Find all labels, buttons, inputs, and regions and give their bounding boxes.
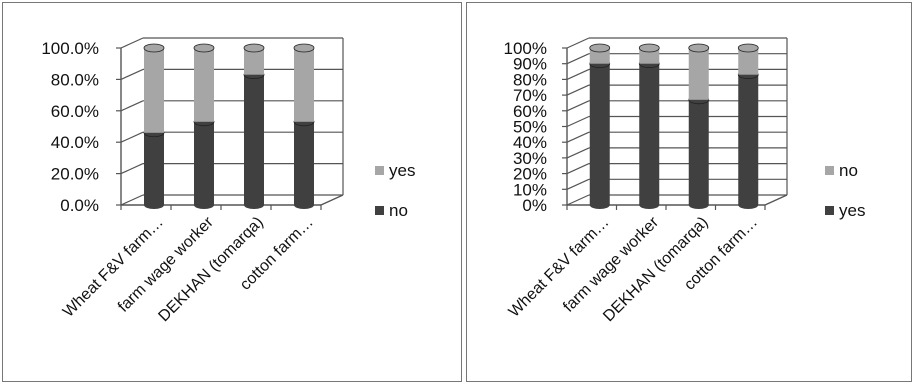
bar-body xyxy=(589,63,610,206)
bar-no xyxy=(688,43,710,100)
gridline-diagonal xyxy=(566,53,590,65)
bar-no xyxy=(589,43,611,64)
y-tick-label: 0.0% xyxy=(60,196,99,215)
legend-label-no: no xyxy=(389,201,408,220)
bar-body xyxy=(244,48,264,75)
gridline-diagonal xyxy=(120,194,144,206)
bar-top xyxy=(688,43,710,53)
gridline-diagonal xyxy=(120,37,144,49)
bar-bottom xyxy=(144,201,164,209)
gridline-diagonal xyxy=(566,178,590,190)
bar-no xyxy=(638,43,660,64)
y-tick-label: 20.0% xyxy=(51,165,99,184)
y-tick-label: 80.0% xyxy=(51,70,99,89)
legend-label-yes: yes xyxy=(839,201,865,220)
floor-edge xyxy=(764,194,788,206)
bar-body xyxy=(194,121,214,205)
gridline-diagonal xyxy=(566,84,590,96)
bar-body xyxy=(688,48,709,100)
y-tick-label: 100% xyxy=(504,39,547,58)
bar-yes xyxy=(143,43,165,133)
gridline-diagonal xyxy=(566,115,590,128)
bar-top xyxy=(638,43,660,53)
bar-top xyxy=(737,43,759,53)
chart-right-panel: 0% 10% 20% 30% 40% 50% 60% 70% 80% 90% 100% Wheat F… xyxy=(466,2,912,382)
bar-bottom xyxy=(294,201,314,209)
y-tick-label: 100.0% xyxy=(41,39,99,58)
bar-no xyxy=(243,70,265,209)
bar-bottom xyxy=(194,201,214,209)
bar-bottom xyxy=(639,201,660,209)
bar-no xyxy=(293,117,315,209)
bar-top xyxy=(293,43,315,53)
bar-top xyxy=(243,43,265,53)
bar-body xyxy=(688,99,709,205)
bar-body xyxy=(589,48,610,64)
gridline-diagonal xyxy=(120,131,144,143)
y-tick-label: 90% xyxy=(513,55,547,74)
bar-bottom xyxy=(688,201,709,209)
gridline-diagonal xyxy=(566,147,590,159)
gridline-diagonal xyxy=(566,100,590,112)
legend-swatch-no xyxy=(375,206,384,215)
bar-top xyxy=(589,43,611,53)
y-tick-label: 30% xyxy=(513,149,547,168)
gridline-diagonal xyxy=(566,163,590,175)
bar-no xyxy=(737,43,759,75)
bar-body xyxy=(639,63,660,206)
y-tick-label: 50% xyxy=(513,118,547,137)
y-tick-label: 80% xyxy=(513,70,547,89)
bar-yes xyxy=(737,70,759,209)
bar-no xyxy=(193,117,215,209)
legend-label-yes: yes xyxy=(389,161,415,180)
bar-top xyxy=(193,43,215,53)
bar-body xyxy=(639,48,660,64)
gridline-diagonal xyxy=(566,194,590,206)
bar-body xyxy=(294,48,314,122)
bar-bottom xyxy=(738,201,759,209)
chart-left: 0.0%20.0%40.0%60.0%80.0%100.0%Wheat F&V … xyxy=(41,37,415,325)
bar-yes xyxy=(688,95,710,209)
bar-body xyxy=(738,74,759,205)
bar-body xyxy=(194,48,214,122)
bar-body xyxy=(144,132,164,205)
bar-body xyxy=(738,48,759,75)
bar-body xyxy=(144,48,164,133)
chart-right: 0%10%20%30%40%50%60%70%80%90%100%Wheat F… xyxy=(504,37,865,325)
y-tick-label: 40% xyxy=(513,133,547,152)
bar-no xyxy=(143,128,165,209)
bar-bottom xyxy=(589,201,610,209)
floor-edge xyxy=(320,194,344,206)
bar-body xyxy=(244,74,264,205)
bar-yes xyxy=(193,43,215,122)
legend-swatch-yes xyxy=(375,166,384,175)
gridline-diagonal xyxy=(566,131,590,143)
bar-bottom xyxy=(244,201,264,209)
y-tick-label: 40.0% xyxy=(51,133,99,152)
gridline-diagonal xyxy=(566,37,590,49)
gridline-diagonal xyxy=(566,68,590,80)
y-tick-label: 0% xyxy=(522,196,547,215)
y-tick-label: 10% xyxy=(513,180,547,199)
y-tick-label: 60% xyxy=(513,102,547,121)
category-label: farm wage worker xyxy=(560,213,662,315)
gridline-diagonal xyxy=(120,163,144,175)
chart-left-panel: 0.0% 20.0% 40.0% 60.0% 80.0% 100.0% Wheat F&V … xyxy=(2,2,462,382)
y-tick-label: 70% xyxy=(513,86,547,105)
y-tick-label: 20% xyxy=(513,165,547,184)
gridline-diagonal xyxy=(120,100,144,112)
bar-yes xyxy=(589,59,611,209)
bar-top xyxy=(143,43,165,53)
y-tick-label: 60.0% xyxy=(51,102,99,121)
legend-swatch-yes xyxy=(825,206,834,215)
bar-yes xyxy=(638,59,660,209)
bar-body xyxy=(294,121,314,205)
gridline-diagonal xyxy=(120,68,144,80)
bar-yes xyxy=(293,43,315,122)
legend-label-no: no xyxy=(839,161,858,180)
bar-yes xyxy=(243,43,265,75)
category-label: farm wage worker xyxy=(115,213,217,315)
legend-swatch-no xyxy=(825,166,834,175)
